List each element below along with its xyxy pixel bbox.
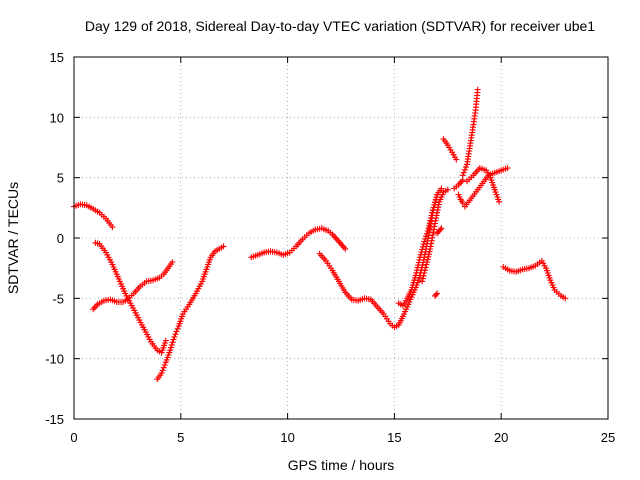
data-point [417, 254, 423, 261]
data-point [463, 164, 469, 171]
y-tick-label: -5 [52, 291, 64, 306]
data-point [421, 238, 428, 245]
data-point [414, 267, 420, 274]
y-tick-label: 15 [50, 50, 64, 65]
data-point [342, 245, 349, 252]
y-tick-label: 10 [50, 110, 64, 125]
data-point [453, 156, 460, 163]
data-point [422, 267, 428, 274]
data-point [504, 165, 511, 171]
data-point [434, 191, 441, 198]
data-points [71, 86, 569, 383]
data-point [423, 233, 429, 240]
data-point [432, 217, 439, 224]
data-point [424, 259, 431, 265]
data-point [426, 248, 433, 255]
data-point [423, 230, 430, 237]
data-point [416, 256, 423, 263]
data-point [170, 336, 177, 343]
data-point [461, 166, 468, 173]
data-point [419, 243, 426, 250]
data-point [460, 169, 467, 176]
data-point [459, 200, 466, 206]
data-point [420, 272, 427, 279]
data-point [444, 186, 451, 193]
data-point [418, 249, 425, 256]
data-point [421, 270, 428, 276]
data-point [496, 198, 503, 205]
data-point [425, 251, 432, 258]
data-point [169, 339, 176, 346]
data-point [428, 240, 435, 247]
data-point [172, 331, 179, 338]
x-axis-label: GPS time / hours [288, 457, 395, 473]
data-point [433, 291, 440, 298]
data-point [434, 290, 441, 297]
data-point [419, 278, 426, 285]
data-point [413, 269, 420, 276]
data-point [427, 246, 434, 252]
data-point [425, 253, 432, 260]
grid [74, 57, 608, 419]
data-point [438, 185, 445, 192]
data-point [417, 251, 424, 258]
data-point [426, 222, 433, 229]
data-point [562, 295, 569, 302]
data-point [424, 228, 431, 234]
data-point [160, 364, 167, 371]
data-point [109, 224, 116, 231]
data-point [169, 259, 176, 266]
data-point [161, 362, 168, 368]
data-point [162, 337, 169, 344]
data-point [167, 347, 174, 354]
data-point [174, 325, 181, 332]
data-point [419, 246, 426, 253]
data-point [171, 333, 178, 340]
data-point [158, 370, 165, 377]
data-point [415, 259, 422, 266]
data-point [459, 172, 466, 179]
data-point [429, 232, 436, 238]
y-tick-label: 5 [57, 171, 64, 186]
data-point [422, 264, 429, 271]
data-point [431, 223, 438, 230]
x-tick-label: 10 [280, 430, 294, 445]
data-point [426, 220, 433, 227]
axis-ticks: 0 5 10 15 20 25 -15 -10 -5 0 5 10 15 [45, 50, 615, 445]
data-point [438, 225, 445, 232]
data-point [420, 241, 427, 248]
y-tick-label: 0 [57, 231, 64, 246]
data-point [168, 344, 174, 351]
data-point [424, 256, 431, 263]
data-point [220, 243, 227, 250]
chart-title: Day 129 of 2018, Sidereal Day-to-day VTE… [85, 18, 595, 34]
data-point [437, 226, 444, 233]
data-point [434, 209, 441, 216]
x-tick-label: 25 [601, 430, 615, 445]
x-tick-label: 20 [494, 430, 508, 445]
x-tick-label: 15 [387, 430, 401, 445]
data-point [432, 199, 438, 206]
y-axis-label: SDTVAR / TECUs [5, 182, 21, 294]
data-point [159, 367, 166, 374]
data-point [415, 262, 422, 269]
x-tick-label: 0 [70, 430, 77, 445]
y-tick-label: -15 [45, 412, 64, 427]
data-point [474, 86, 481, 93]
data-point [422, 236, 429, 242]
data-point [428, 215, 434, 221]
x-tick-label: 5 [177, 430, 184, 445]
data-point [427, 217, 434, 224]
data-point [173, 328, 180, 335]
y-tick-label: -10 [45, 352, 64, 367]
data-point [412, 272, 419, 279]
data-point [435, 201, 442, 208]
data-point [419, 275, 426, 282]
data-point [168, 341, 175, 348]
